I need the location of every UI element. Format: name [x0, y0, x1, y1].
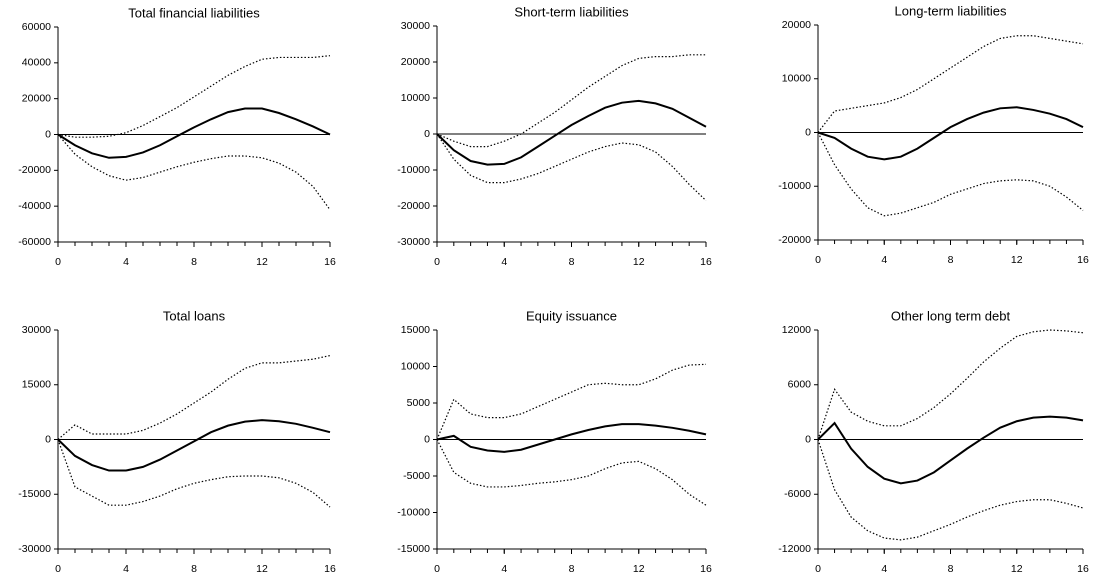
y-tick-label: 60000	[22, 21, 51, 33]
y-tick-label: 20000	[22, 92, 51, 104]
y-tick-label: -10000	[778, 180, 811, 192]
y-tick-label: 40000	[22, 57, 51, 69]
y-tick-label: 0	[805, 433, 811, 445]
y-tick-label: 30000	[22, 324, 51, 336]
y-tick-label: 10000	[782, 73, 811, 85]
y-tick-label: 10000	[401, 360, 430, 372]
response-line	[436, 423, 707, 453]
x-tick-label: 8	[948, 563, 954, 575]
y-tick-label: 0	[424, 433, 430, 445]
y-tick-label: -15000	[397, 543, 430, 555]
y-tick-label: 6000	[788, 379, 812, 391]
x-tick-label: 4	[123, 256, 129, 268]
band-line	[817, 35, 1084, 133]
y-tick-label: -20000	[18, 164, 51, 176]
y-tick-label: 20000	[401, 56, 430, 68]
response-line	[817, 415, 1084, 485]
band-line	[436, 133, 707, 202]
x-tick-label: 12	[256, 256, 268, 268]
band-line	[817, 329, 1084, 440]
x-tick-label: 0	[434, 563, 440, 575]
x-tick-label: 16	[1077, 563, 1089, 575]
x-tick-label: 0	[815, 254, 821, 266]
x-tick-label: 8	[191, 563, 197, 575]
x-tick-label: 16	[324, 256, 336, 268]
x-tick-label: 8	[948, 254, 954, 266]
y-tick-label: -10000	[397, 164, 430, 176]
panel-title: Total loans	[163, 308, 226, 323]
x-tick-label: 12	[256, 563, 268, 575]
x-tick-label: 12	[1011, 563, 1023, 575]
x-tick-label: 0	[55, 563, 61, 575]
band-line	[817, 132, 1084, 217]
band-line	[57, 134, 331, 211]
y-tick-label: 10000	[401, 92, 430, 104]
band-line	[57, 354, 331, 440]
x-tick-label: 16	[1077, 254, 1089, 266]
x-tick-label: 4	[881, 563, 887, 575]
y-tick-label: 20000	[782, 19, 811, 31]
panel-title: Long-term liabilities	[895, 3, 1007, 18]
response-line	[57, 419, 331, 472]
y-tick-label: 5000	[407, 397, 431, 409]
x-tick-label: 0	[434, 256, 440, 268]
x-tick-label: 16	[700, 563, 712, 575]
y-tick-label: 15000	[22, 379, 51, 391]
y-tick-label: 15000	[401, 324, 430, 336]
y-tick-label: -12000	[778, 543, 811, 555]
x-tick-label: 12	[633, 256, 645, 268]
y-tick-label: -20000	[397, 200, 430, 212]
y-tick-label: -10000	[397, 506, 430, 518]
y-tick-label: 0	[45, 433, 51, 445]
x-tick-label: 12	[1011, 254, 1023, 266]
response-line	[817, 106, 1084, 161]
y-tick-label: -15000	[18, 488, 51, 500]
band-line	[57, 439, 331, 508]
response-line	[57, 107, 331, 159]
x-tick-label: 4	[123, 563, 129, 575]
x-tick-label: 8	[569, 256, 575, 268]
y-tick-label: -30000	[18, 543, 51, 555]
y-tick-label: 0	[424, 128, 430, 140]
x-tick-label: 0	[815, 563, 821, 575]
y-tick-label: 0	[805, 126, 811, 138]
x-tick-label: 16	[324, 563, 336, 575]
panel-title: Short-term liabilities	[514, 4, 629, 19]
response-line	[436, 99, 707, 166]
x-tick-label: 4	[881, 254, 887, 266]
band-line	[436, 363, 707, 440]
x-tick-label: 4	[501, 563, 507, 575]
x-tick-label: 8	[569, 563, 575, 575]
y-tick-label: -20000	[778, 234, 811, 246]
panel-title: Equity issuance	[526, 308, 617, 323]
y-tick-label: 30000	[401, 20, 430, 32]
x-tick-label: 12	[633, 563, 645, 575]
x-tick-label: 0	[55, 256, 61, 268]
x-tick-label: 8	[191, 256, 197, 268]
y-tick-label: -30000	[397, 236, 430, 248]
band-line	[436, 54, 706, 148]
y-tick-label: 0	[45, 128, 51, 140]
y-tick-label: -40000	[18, 200, 51, 212]
band-line	[817, 439, 1084, 541]
band-line	[436, 439, 707, 506]
panel-title: Other long term debt	[891, 308, 1011, 323]
x-tick-label: 16	[700, 256, 712, 268]
y-tick-label: -6000	[784, 488, 811, 500]
band-line	[57, 55, 331, 138]
y-tick-label: 12000	[782, 324, 811, 336]
panel-title: Total financial liabilities	[128, 5, 260, 20]
y-tick-label: -60000	[18, 236, 51, 248]
y-tick-label: -5000	[403, 470, 430, 482]
x-tick-label: 4	[501, 256, 507, 268]
